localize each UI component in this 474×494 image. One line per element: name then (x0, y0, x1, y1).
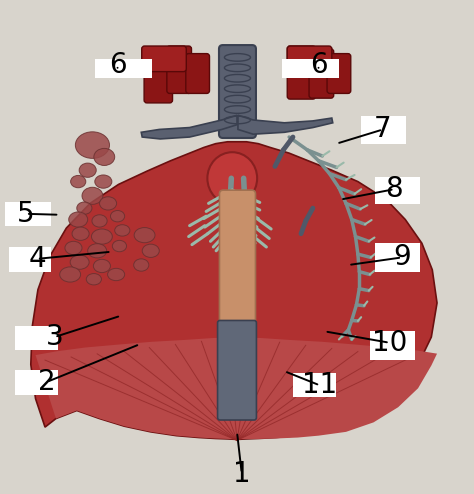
Ellipse shape (100, 197, 117, 210)
Text: 3: 3 (46, 323, 64, 351)
FancyBboxPatch shape (219, 190, 255, 323)
Ellipse shape (95, 175, 112, 188)
Ellipse shape (65, 241, 82, 254)
Bar (293, 373, 336, 397)
Ellipse shape (108, 268, 125, 281)
Text: 7: 7 (374, 116, 392, 143)
FancyBboxPatch shape (287, 46, 332, 72)
FancyBboxPatch shape (142, 46, 186, 72)
Ellipse shape (134, 228, 155, 243)
Text: 11: 11 (302, 371, 337, 400)
Ellipse shape (207, 152, 257, 205)
Text: 9: 9 (393, 244, 411, 271)
Ellipse shape (110, 210, 125, 222)
Ellipse shape (112, 241, 127, 252)
Text: 8: 8 (385, 175, 403, 203)
Bar (15, 326, 58, 350)
FancyBboxPatch shape (287, 46, 316, 99)
Bar (5, 202, 51, 226)
FancyBboxPatch shape (219, 45, 256, 138)
Bar (370, 331, 415, 360)
Text: 10: 10 (372, 329, 407, 357)
Ellipse shape (82, 187, 103, 205)
FancyBboxPatch shape (144, 50, 173, 103)
Ellipse shape (70, 255, 89, 269)
Bar (361, 116, 406, 144)
Ellipse shape (142, 244, 159, 257)
Ellipse shape (94, 148, 115, 165)
Ellipse shape (72, 227, 89, 241)
Bar (375, 177, 420, 205)
Bar (15, 370, 58, 395)
Ellipse shape (88, 244, 107, 258)
Text: 2: 2 (37, 368, 55, 396)
Ellipse shape (79, 163, 96, 177)
Ellipse shape (69, 212, 88, 227)
Text: 6: 6 (109, 51, 127, 79)
Ellipse shape (93, 259, 110, 273)
Text: 6: 6 (310, 51, 328, 79)
Ellipse shape (77, 202, 92, 214)
Polygon shape (36, 337, 437, 440)
FancyBboxPatch shape (309, 49, 334, 98)
Ellipse shape (92, 215, 107, 227)
Polygon shape (238, 115, 333, 134)
Ellipse shape (60, 267, 81, 282)
Bar (9, 247, 51, 272)
Text: 1: 1 (233, 459, 251, 488)
Ellipse shape (134, 259, 149, 271)
FancyBboxPatch shape (218, 321, 256, 420)
Polygon shape (141, 115, 237, 139)
Bar (282, 59, 339, 78)
FancyBboxPatch shape (186, 54, 210, 93)
FancyBboxPatch shape (167, 46, 191, 93)
Text: 5: 5 (17, 200, 35, 228)
Ellipse shape (91, 229, 112, 244)
Ellipse shape (86, 274, 101, 285)
Text: 4: 4 (28, 245, 46, 273)
Ellipse shape (71, 175, 86, 188)
Bar (375, 243, 420, 272)
FancyBboxPatch shape (327, 54, 351, 93)
Bar (95, 59, 152, 78)
Ellipse shape (75, 132, 109, 159)
Ellipse shape (115, 225, 130, 236)
Polygon shape (31, 142, 437, 440)
